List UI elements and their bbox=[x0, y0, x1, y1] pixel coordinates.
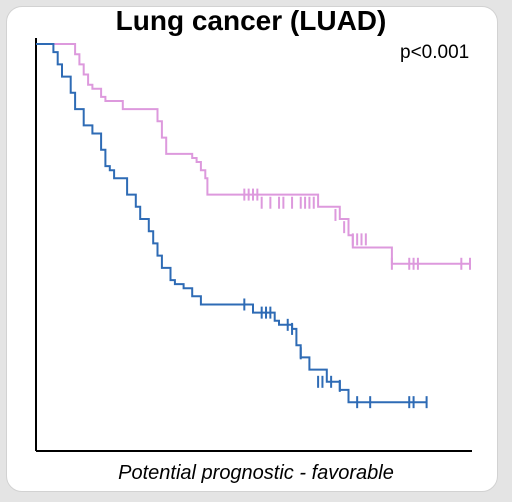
prognostic-caption: Potential prognostic - favorable bbox=[118, 462, 394, 484]
survival-series-2 bbox=[36, 43, 428, 409]
survival-curve-1 bbox=[36, 43, 470, 265]
p-value-annotation: p<0.001 bbox=[400, 42, 470, 63]
survival-curve-2 bbox=[36, 43, 427, 404]
chart-title: Lung cancer (LUAD) bbox=[115, 5, 387, 36]
chart-panel bbox=[6, 6, 498, 492]
plot-axes bbox=[35, 38, 472, 452]
survival-series-1 bbox=[36, 43, 471, 270]
survival-curves bbox=[36, 43, 471, 409]
